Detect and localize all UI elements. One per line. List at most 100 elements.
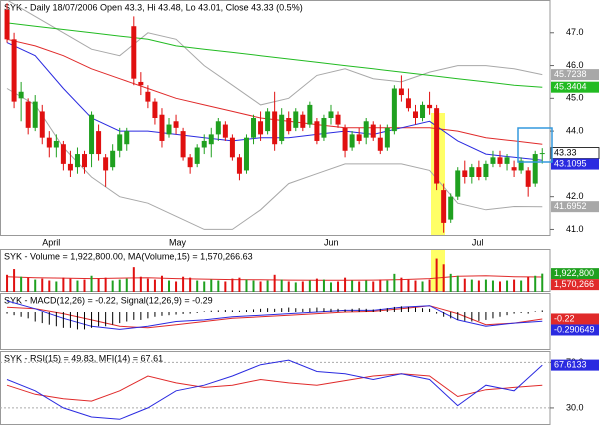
candle-body bbox=[74, 154, 80, 168]
annotation-box bbox=[517, 127, 553, 163]
bar bbox=[294, 282, 297, 292]
candle-body bbox=[279, 114, 285, 141]
bar bbox=[62, 277, 65, 292]
bar bbox=[386, 280, 389, 292]
bar bbox=[506, 312, 508, 316]
candle-body bbox=[300, 114, 306, 128]
candle-body bbox=[525, 170, 531, 187]
candle-body bbox=[391, 88, 397, 132]
value-label-box bbox=[551, 324, 599, 336]
bar bbox=[393, 306, 395, 312]
candle-body bbox=[497, 157, 503, 164]
bar bbox=[98, 312, 100, 327]
bar bbox=[520, 312, 522, 313]
candle-body bbox=[25, 101, 31, 128]
bar bbox=[224, 281, 227, 292]
bar bbox=[224, 310, 226, 312]
candle-body bbox=[110, 150, 116, 168]
bar bbox=[400, 306, 402, 312]
bar bbox=[484, 279, 487, 292]
candle-body bbox=[159, 114, 165, 141]
bar bbox=[90, 275, 93, 292]
candle-body bbox=[32, 101, 38, 128]
candle-body bbox=[539, 153, 545, 155]
bar bbox=[344, 309, 346, 312]
candle-body bbox=[201, 140, 207, 148]
bar bbox=[203, 281, 206, 292]
bar bbox=[55, 312, 57, 327]
candle-body bbox=[293, 111, 299, 128]
bar bbox=[386, 308, 388, 312]
candle-body bbox=[448, 196, 454, 220]
bar bbox=[429, 308, 431, 312]
candle-body bbox=[124, 131, 130, 145]
line bbox=[6, 373, 543, 402]
value-label: 43.33 bbox=[554, 147, 577, 157]
bar bbox=[55, 281, 58, 292]
bar bbox=[34, 279, 37, 292]
bar bbox=[245, 279, 248, 292]
candle-body bbox=[455, 170, 461, 197]
bar bbox=[449, 273, 452, 292]
candle-body bbox=[173, 121, 179, 128]
bar bbox=[372, 281, 375, 292]
bar bbox=[436, 312, 438, 314]
bar bbox=[245, 310, 247, 312]
panel bbox=[0, 0, 551, 236]
bar bbox=[6, 312, 8, 314]
candle-body bbox=[11, 39, 17, 102]
candle-body bbox=[187, 157, 193, 168]
bar bbox=[309, 308, 311, 312]
bar bbox=[513, 312, 515, 314]
bar bbox=[414, 307, 416, 312]
candle-body bbox=[420, 104, 426, 118]
value-label: 41.6952 bbox=[554, 201, 587, 211]
candle-body bbox=[208, 134, 214, 145]
bar bbox=[168, 280, 171, 292]
bar bbox=[450, 312, 452, 319]
candle-body bbox=[469, 167, 475, 177]
value-label-box bbox=[551, 201, 599, 213]
bar bbox=[41, 278, 44, 292]
candle-body bbox=[321, 118, 327, 138]
line bbox=[6, 300, 543, 330]
candle-body bbox=[4, 9, 10, 40]
bar bbox=[308, 280, 311, 292]
bar bbox=[302, 308, 304, 312]
panel-title: SYK - RSI(15) = 49.83, MFI(14) = 67.61 bbox=[4, 353, 163, 363]
bar bbox=[210, 310, 212, 312]
bar bbox=[534, 311, 536, 312]
panel-title: SYK - Daily 18/07/2006 Open 43.3, Hi 43.… bbox=[4, 2, 303, 12]
bar bbox=[160, 275, 163, 292]
value-label: 45.3404 bbox=[554, 82, 587, 92]
bar bbox=[153, 279, 156, 292]
bar bbox=[456, 275, 459, 292]
bar bbox=[252, 280, 255, 292]
bar bbox=[139, 276, 142, 292]
bar bbox=[189, 277, 192, 292]
bar bbox=[358, 308, 360, 312]
candle-body bbox=[349, 134, 355, 148]
candle-body bbox=[412, 111, 418, 118]
bar bbox=[133, 312, 135, 320]
line bbox=[6, 305, 543, 329]
value-label-box bbox=[551, 313, 599, 325]
y-tick-label: 47.0 bbox=[566, 27, 584, 37]
candle-body bbox=[483, 163, 489, 177]
bar bbox=[119, 312, 121, 324]
bar bbox=[238, 277, 241, 292]
bar bbox=[266, 280, 269, 292]
candle-body bbox=[314, 121, 320, 141]
bar bbox=[323, 308, 325, 312]
bar bbox=[393, 273, 396, 292]
bar bbox=[27, 277, 30, 292]
bar bbox=[13, 269, 16, 292]
y-tick-label: 42.0 bbox=[566, 191, 584, 201]
bar bbox=[442, 264, 445, 292]
candle-body bbox=[328, 111, 334, 118]
bar bbox=[112, 312, 114, 325]
bar bbox=[471, 312, 473, 322]
bar bbox=[182, 276, 185, 292]
